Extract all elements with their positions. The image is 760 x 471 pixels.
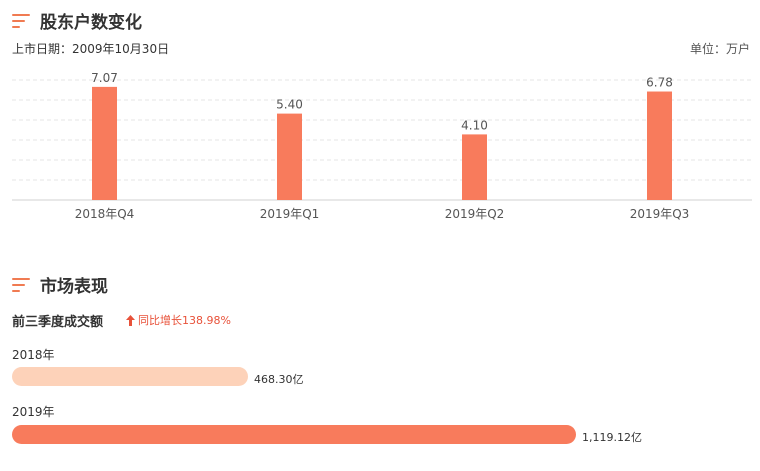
holders-section-title: 股东户数变化 — [12, 8, 142, 33]
turnover-bar-2018 — [12, 367, 248, 386]
growth-text: 同比增长138.98% — [138, 314, 231, 327]
title-lines-icon — [12, 277, 32, 293]
bar — [277, 113, 302, 200]
listing-date: 上市日期：2009年10月30日 — [12, 42, 170, 56]
market-title: 市场表现 — [40, 277, 108, 297]
bar — [92, 86, 117, 200]
bar — [462, 134, 487, 200]
bar-value-label: 4.10 — [461, 118, 488, 132]
bar-value-label: 6.78 — [646, 76, 673, 90]
year-label-2018: 2018年 — [12, 348, 55, 362]
turnover-bar-2019 — [12, 425, 576, 444]
turnover-value-2018: 468.30亿 — [254, 373, 304, 386]
x-tick-label: 2019年Q3 — [630, 207, 690, 221]
turnover-subtitle: 前三季度成交额 — [12, 315, 104, 330]
market-section-title: 市场表现 — [12, 272, 108, 297]
x-tick-label: 2019年Q2 — [445, 207, 505, 221]
year-label-2019: 2019年 — [12, 405, 55, 419]
growth-indicator: 同比增长138.98% — [126, 312, 231, 328]
x-tick-label: 2019年Q1 — [260, 207, 320, 221]
bar-value-label: 5.40 — [276, 98, 303, 112]
bar-value-label: 7.07 — [91, 71, 118, 85]
holders-bar-chart: 7.07 2018年Q4 5.40 2019年Q1 4.10 2019年Q2 6.78 201… — [12, 71, 752, 221]
title-lines-icon — [12, 13, 32, 29]
unit-label: 单位：万户 — [689, 42, 750, 56]
holders-title: 股东户数变化 — [40, 13, 142, 33]
x-tick-label: 2018年Q4 — [75, 207, 135, 221]
turnover-value-2019: 1,119.12亿 — [582, 431, 642, 444]
bar — [647, 91, 672, 200]
up-arrow-icon — [126, 314, 135, 326]
